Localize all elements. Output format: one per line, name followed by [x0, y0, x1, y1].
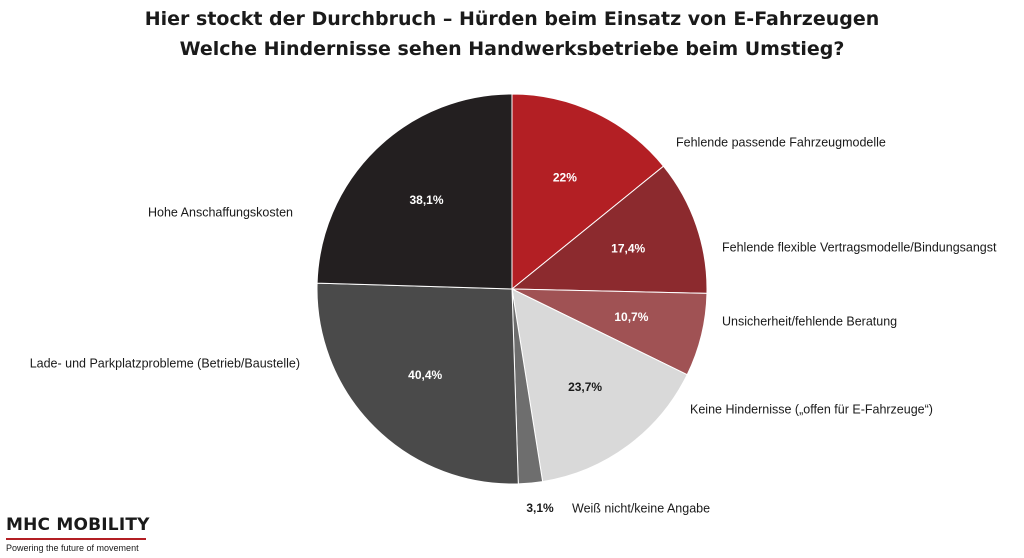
chart-subtitle: Welche Hindernisse sehen Handwerksbetrie… — [179, 38, 845, 60]
pie-slice-hohe-anschaffungskosten — [316, 93, 513, 290]
pie-value-label-fehlende-passende-fahrzeugmodelle: 22% — [553, 170, 577, 184]
pie-slice-keine-hindernisse-offen-f-r-e-fahrzeuge — [511, 288, 688, 483]
pie-value-label-wei-nicht-keine-angabe: 3,1% — [526, 501, 554, 515]
pie-value-label-keine-hindernisse-offen-f-r-e-fahrzeuge: 23,7% — [568, 380, 602, 394]
chart-title: Hier stockt der Durchbruch – Hürden beim… — [144, 8, 880, 30]
pie-category-label-unsicherheit-fehlende-beratung: Unsicherheit/fehlende Beratung — [722, 314, 897, 328]
pie-slice-lade-und-parkplatzprobleme-betrieb-baustelle — [316, 282, 519, 485]
pie-value-label-fehlende-flexible-vertragsmodelle-bindungsangst: 17,4% — [611, 241, 645, 255]
pie-category-label-lade-und-parkplatzprobleme-betrieb-baustelle: Lade- und Parkplatzprobleme (Betrieb/Bau… — [30, 356, 300, 370]
pie-slice-fehlende-passende-fahrzeugmodelle — [511, 93, 665, 291]
brand-tagline: Powering the future of movement — [6, 543, 139, 553]
pie-value-label-hohe-anschaffungskosten: 38,1% — [409, 193, 443, 207]
pie-category-label-wei-nicht-keine-angabe: Weiß nicht/keine Angabe — [572, 501, 710, 515]
title-block: Hier stockt der Durchbruch – Hürden beim… — [0, 4, 1024, 64]
pie-category-label-fehlende-flexible-vertragsmodelle-bindungsangst: Fehlende flexible Vertragsmodelle/Bindun… — [722, 240, 997, 254]
pie-category-label-fehlende-passende-fahrzeugmodelle: Fehlende passende Fahrzeugmodelle — [676, 135, 886, 149]
pie-slice-fehlende-flexible-vertragsmodelle-bindungsangst — [510, 165, 708, 294]
pie-category-label-keine-hindernisse-offen-f-r-e-fahrzeuge: Keine Hindernisse („offen für E-Fahrzeug… — [690, 402, 933, 416]
brand-logo: MHC MOBILITY Powering the future of move… — [6, 515, 150, 553]
pie-value-label-lade-und-parkplatzprobleme-betrieb-baustelle: 40,4% — [408, 368, 442, 382]
brand-name: MHC MOBILITY — [6, 515, 150, 535]
brand-underline — [6, 538, 146, 540]
pie-category-label-hohe-anschaffungskosten: Hohe Anschaffungskosten — [148, 205, 293, 219]
pie-value-label-unsicherheit-fehlende-beratung: 10,7% — [614, 310, 648, 324]
